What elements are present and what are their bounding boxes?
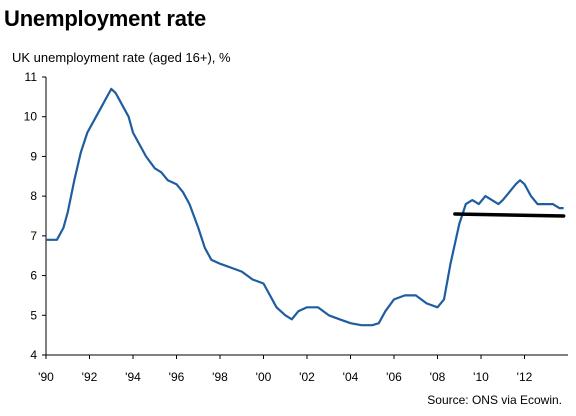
y-tick-label: 11 xyxy=(25,70,38,84)
x-tick-label: '00 xyxy=(256,370,272,384)
chart-subtitle: UK unemployment rate (aged 16+), % xyxy=(12,50,231,65)
y-tick-label: 8 xyxy=(30,189,37,203)
x-tick-label: '92 xyxy=(82,370,98,384)
trend-annotation-line xyxy=(453,212,566,218)
x-tick-label: '06 xyxy=(386,370,402,384)
x-tick-label: '10 xyxy=(473,370,489,384)
x-tick-label: '04 xyxy=(343,370,359,384)
unemployment-series-line xyxy=(46,87,564,327)
x-tick-label: '02 xyxy=(299,370,315,384)
x-tick-label: '08 xyxy=(430,370,446,384)
x-tick-label: '94 xyxy=(125,370,141,384)
y-tick-label: 7 xyxy=(30,229,37,243)
chart-title: Unemployment rate xyxy=(4,6,206,31)
y-tick-label: 5 xyxy=(30,308,37,322)
x-tick-label: '96 xyxy=(169,370,185,384)
y-tick-label: 4 xyxy=(30,348,37,362)
x-tick-label: '98 xyxy=(212,370,228,384)
y-tick-label: 9 xyxy=(30,149,37,163)
y-tick-label: 6 xyxy=(30,269,37,283)
source-note: Source: ONS via Ecowin. xyxy=(427,393,562,407)
x-tick-label: '12 xyxy=(517,370,533,384)
x-tick-label: '90 xyxy=(38,370,54,384)
y-tick-label: 10 xyxy=(24,110,38,124)
